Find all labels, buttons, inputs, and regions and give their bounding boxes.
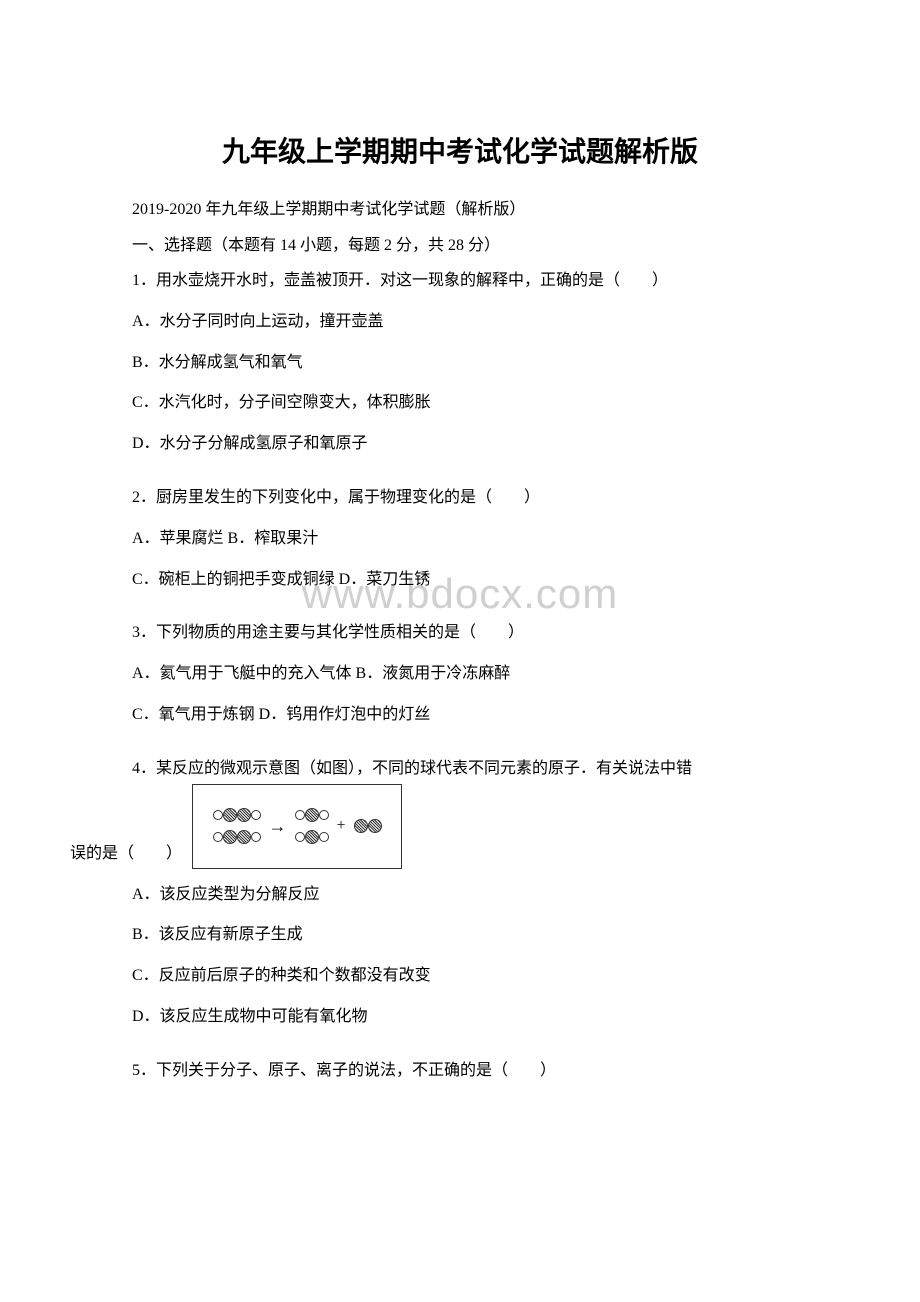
option-c: C．水汽化时，分子间空隙变大，体积膨胀 bbox=[100, 389, 820, 418]
question-5: 5．下列关于分子、原子、离子的说法，不正确的是（ ） bbox=[100, 1057, 820, 1086]
question-text: 2．厨房里发生的下列变化中，属于物理变化的是（ ） bbox=[100, 484, 820, 513]
question-4: 4．某反应的微观示意图（如图），不同的球代表不同元素的原子．有关说法中错 误的是… bbox=[100, 755, 820, 1032]
plus-icon: + bbox=[337, 817, 346, 835]
reactant-molecules bbox=[213, 808, 261, 844]
option-d: D．水分子分解成氢原子和氧原子 bbox=[100, 430, 820, 459]
option-a: A．水分子同时向上运动，撞开壶盖 bbox=[100, 308, 820, 337]
subtitle: 2019-2020 年九年级上学期期中考试化学试题（解析版） bbox=[100, 195, 820, 219]
option-cd: C．碗柜上的铜把手变成铜绿 D．菜刀生锈 bbox=[100, 566, 820, 595]
arrow-icon: → bbox=[269, 816, 287, 837]
option-c: C．反应前后原子的种类和个数都没有改变 bbox=[100, 962, 820, 991]
document-content: 九年级上学期期中考试化学试题解析版 2019-2020 年九年级上学期期中考试化… bbox=[100, 130, 820, 1086]
option-ab: A．苹果腐烂 B．榨取果汁 bbox=[100, 525, 820, 554]
question-text: 5．下列关于分子、原子、离子的说法，不正确的是（ ） bbox=[100, 1057, 820, 1086]
option-b: B．水分解成氢气和氧气 bbox=[100, 349, 820, 378]
question-2: 2．厨房里发生的下列变化中，属于物理变化的是（ ） A．苹果腐烂 B．榨取果汁 … bbox=[100, 484, 820, 594]
option-b: B．该反应有新原子生成 bbox=[100, 921, 820, 950]
question-text-start: 4．某反应的微观示意图（如图），不同的球代表不同元素的原子．有关说法中错 bbox=[100, 755, 820, 784]
product-molecule-2 bbox=[354, 819, 382, 833]
section-header: 一、选择题（本题有 14 小题，每题 2 分，共 28 分） bbox=[100, 231, 820, 255]
option-cd: C．氧气用于炼钢 D．钨用作灯泡中的灯丝 bbox=[100, 701, 820, 730]
document-title: 九年级上学期期中考试化学试题解析版 bbox=[100, 130, 820, 170]
question-1: 1．用水壶烧开水时，壶盖被顶开．对这一现象的解释中，正确的是（ ） A．水分子同… bbox=[100, 267, 820, 459]
option-a: A．该反应类型为分解反应 bbox=[100, 881, 820, 910]
question-3: 3．下列物质的用途主要与其化学性质相关的是（ ） A．氦气用于飞艇中的充入气体 … bbox=[100, 619, 820, 729]
reaction-diagram: → + bbox=[192, 784, 402, 869]
question-text: 1．用水壶烧开水时，壶盖被顶开．对这一现象的解释中，正确的是（ ） bbox=[100, 267, 820, 296]
option-ab: A．氦气用于飞艇中的充入气体 B．液氮用于冷冻麻醉 bbox=[100, 660, 820, 689]
question-text-end: 误的是（ ） bbox=[70, 840, 182, 869]
option-d: D．该反应生成物中可能有氧化物 bbox=[100, 1003, 820, 1032]
product-molecules-1 bbox=[295, 808, 329, 844]
question-text: 3．下列物质的用途主要与其化学性质相关的是（ ） bbox=[100, 619, 820, 648]
